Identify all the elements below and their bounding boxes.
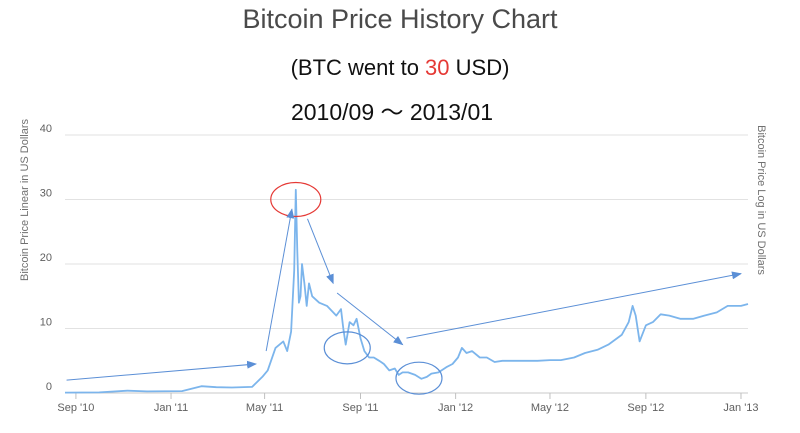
x-tick-label: Jan '11 [154,402,188,414]
series [64,188,749,394]
peak-circle-annotation [270,181,322,218]
trend-arrow-annotation [265,208,295,352]
y-tick-label: 40 [40,123,52,135]
x-tick-label: May '11 [246,402,283,414]
x-tick-label: Sep '10 [57,402,94,414]
trend-arrow-annotation [307,218,334,285]
x-axis-ticks: Sep '10 Jan '11 May '11 Sep '11 Jan '12 May '… [57,393,759,414]
x-tick-label: Jan '13 [723,402,758,414]
trend-arrow-annotation [406,271,742,339]
y-tick-label: 20 [40,252,52,264]
x-tick-label: Jan '12 [438,402,473,414]
chart-subtitle: (BTC went to 30 USD) [291,55,510,80]
subtitle-prefix: (BTC went to [291,55,425,80]
chart-title: Bitcoin Price History Chart [242,4,558,34]
x-tick-label: Sep '11 [342,402,378,414]
y-axis-title-left: Bitcoin Price Linear in US Dollars [19,118,31,281]
y-tick-label: 30 [40,188,52,200]
trend-arrow-annotation [336,292,404,346]
subtitle-suffix: USD) [450,55,510,80]
date-range-label: 2010/09 ～ 2013/01 [291,99,493,125]
y-axis-ticks: 0 10 20 30 40 [40,123,52,393]
x-tick-label: May '12 [531,402,569,414]
grid [65,134,748,394]
trend-arrow-annotation [66,360,258,381]
x-tick-label: Sep '12 [627,402,664,414]
y-axis-title-right: Bitcoin Price Log in US Dollars [755,125,767,275]
y-tick-label: 0 [46,381,52,393]
annotations [66,181,742,395]
y-tick-label: 10 [40,317,52,329]
price-line [64,188,749,394]
subtitle-highlight: 30 [425,55,449,80]
dip-circle-annotation [395,361,443,395]
dip-circle-annotation [323,331,371,365]
